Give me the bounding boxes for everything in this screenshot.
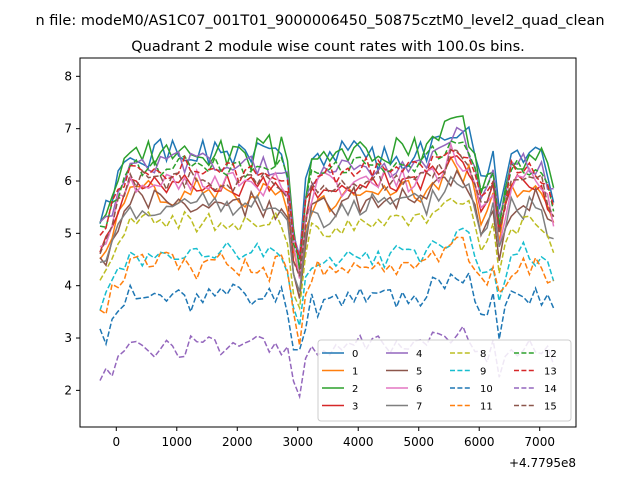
series-10-line xyxy=(99,271,555,351)
legend-label-10: 10 xyxy=(480,384,493,395)
series-7-line xyxy=(99,175,554,292)
series-9-line xyxy=(99,227,555,326)
legend-label-0: 0 xyxy=(352,349,358,360)
series-11-line xyxy=(99,236,554,346)
x-tick-label: 5000 xyxy=(403,435,434,449)
series-0-line xyxy=(99,125,555,259)
legend-label-12: 12 xyxy=(544,349,557,360)
x-offset-label: +4.7795e8 xyxy=(509,456,576,470)
legend-label-4: 4 xyxy=(416,349,422,360)
x-axis: 0 1000 2000 3000 4000 5000 6000 7000 xyxy=(112,427,555,449)
x-tick-label: 7000 xyxy=(524,435,555,449)
legend-label-15: 15 xyxy=(544,402,557,413)
y-tick-label: 5 xyxy=(64,226,72,240)
legend-label-3: 3 xyxy=(352,402,358,413)
y-axis: 2 3 4 5 6 7 8 xyxy=(64,69,80,397)
x-tick-label: 1000 xyxy=(162,435,193,449)
y-tick-label: 2 xyxy=(64,383,72,397)
legend-label-6: 6 xyxy=(416,384,422,395)
chart-title: Quadrant 2 module wise count rates with … xyxy=(131,39,525,55)
legend-label-13: 13 xyxy=(544,367,557,378)
y-tick-label: 6 xyxy=(64,174,72,188)
legend-label-11: 11 xyxy=(480,402,493,413)
x-tick-label: 0 xyxy=(112,435,120,449)
legend-label-1: 1 xyxy=(352,367,358,378)
series-12-line xyxy=(99,139,555,260)
x-tick-label: 4000 xyxy=(343,435,374,449)
series-13-line xyxy=(99,149,555,260)
y-tick-label: 8 xyxy=(64,69,72,83)
series-15-line xyxy=(99,148,555,277)
series-2-line xyxy=(99,115,555,271)
y-tick-label: 4 xyxy=(64,279,72,293)
legend-box xyxy=(317,339,572,422)
x-tick-label: 3000 xyxy=(282,435,313,449)
x-tick-label: 6000 xyxy=(464,435,495,449)
plot-frame xyxy=(79,57,577,428)
y-tick-label: 7 xyxy=(64,122,72,136)
legend-label-8: 8 xyxy=(480,349,486,360)
legend-label-7: 7 xyxy=(416,402,422,413)
plot-lines xyxy=(99,115,555,400)
legend-label-2: 2 xyxy=(352,384,358,395)
series-6-line xyxy=(99,141,555,279)
legend-label-5: 5 xyxy=(416,367,422,378)
series-8-line xyxy=(99,197,555,311)
x-tick-label: 2000 xyxy=(222,435,253,449)
y-tick-label: 3 xyxy=(64,331,72,345)
figure-suptitle: n file: modeM0/AS1C07_001T01_9000006450_… xyxy=(35,13,604,29)
legend-label-14: 14 xyxy=(544,384,557,395)
legend-label-9: 9 xyxy=(480,367,486,378)
